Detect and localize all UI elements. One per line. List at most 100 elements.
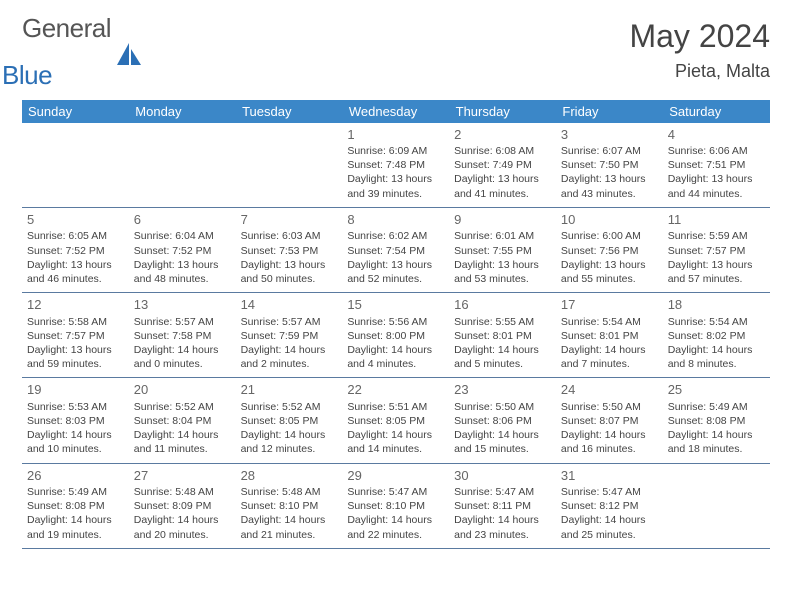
sunrise-line: Sunrise: 6:02 AM bbox=[347, 229, 444, 243]
sunset-line: Sunset: 8:08 PM bbox=[27, 499, 124, 513]
day-number: 25 bbox=[668, 381, 765, 399]
sunset-line: Sunset: 7:52 PM bbox=[27, 244, 124, 258]
sunset-line: Sunset: 8:02 PM bbox=[668, 329, 765, 343]
sunset-line: Sunset: 8:11 PM bbox=[454, 499, 551, 513]
daylight-line: Daylight: 13 hours and 55 minutes. bbox=[561, 258, 658, 286]
sunset-line: Sunset: 7:57 PM bbox=[668, 244, 765, 258]
sunset-line: Sunset: 8:04 PM bbox=[134, 414, 231, 428]
sunrise-line: Sunrise: 5:51 AM bbox=[347, 400, 444, 414]
calendar-week-row: 1Sunrise: 6:09 AMSunset: 7:48 PMDaylight… bbox=[22, 123, 770, 208]
calendar-day-cell bbox=[663, 463, 770, 548]
sunset-line: Sunset: 8:07 PM bbox=[561, 414, 658, 428]
calendar-day-cell: 24Sunrise: 5:50 AMSunset: 8:07 PMDayligh… bbox=[556, 378, 663, 463]
sunset-line: Sunset: 7:58 PM bbox=[134, 329, 231, 343]
day-number: 31 bbox=[561, 467, 658, 485]
sunrise-line: Sunrise: 6:03 AM bbox=[241, 229, 338, 243]
calendar-day-cell: 8Sunrise: 6:02 AMSunset: 7:54 PMDaylight… bbox=[342, 207, 449, 292]
calendar-week-row: 26Sunrise: 5:49 AMSunset: 8:08 PMDayligh… bbox=[22, 463, 770, 548]
day-number: 30 bbox=[454, 467, 551, 485]
sunrise-line: Sunrise: 5:49 AM bbox=[668, 400, 765, 414]
sunset-line: Sunset: 7:52 PM bbox=[134, 244, 231, 258]
sunset-line: Sunset: 7:56 PM bbox=[561, 244, 658, 258]
sunrise-line: Sunrise: 6:04 AM bbox=[134, 229, 231, 243]
calendar-day-cell: 27Sunrise: 5:48 AMSunset: 8:09 PMDayligh… bbox=[129, 463, 236, 548]
sunrise-line: Sunrise: 5:55 AM bbox=[454, 315, 551, 329]
sunset-line: Sunset: 8:08 PM bbox=[668, 414, 765, 428]
day-number: 21 bbox=[241, 381, 338, 399]
calendar-body: 1Sunrise: 6:09 AMSunset: 7:48 PMDaylight… bbox=[22, 123, 770, 549]
sunrise-line: Sunrise: 6:07 AM bbox=[561, 144, 658, 158]
location: Pieta, Malta bbox=[629, 61, 770, 82]
weekday-header: Tuesday bbox=[236, 100, 343, 123]
calendar-day-cell: 30Sunrise: 5:47 AMSunset: 8:11 PMDayligh… bbox=[449, 463, 556, 548]
daylight-line: Daylight: 13 hours and 46 minutes. bbox=[27, 258, 124, 286]
calendar-week-row: 12Sunrise: 5:58 AMSunset: 7:57 PMDayligh… bbox=[22, 293, 770, 378]
daylight-line: Daylight: 14 hours and 14 minutes. bbox=[347, 428, 444, 456]
day-number: 14 bbox=[241, 296, 338, 314]
day-number: 6 bbox=[134, 211, 231, 229]
daylight-line: Daylight: 14 hours and 18 minutes. bbox=[668, 428, 765, 456]
sunset-line: Sunset: 7:49 PM bbox=[454, 158, 551, 172]
sunset-line: Sunset: 8:10 PM bbox=[241, 499, 338, 513]
calendar-day-cell: 7Sunrise: 6:03 AMSunset: 7:53 PMDaylight… bbox=[236, 207, 343, 292]
sunset-line: Sunset: 7:50 PM bbox=[561, 158, 658, 172]
calendar-day-cell: 20Sunrise: 5:52 AMSunset: 8:04 PMDayligh… bbox=[129, 378, 236, 463]
sunrise-line: Sunrise: 5:52 AM bbox=[134, 400, 231, 414]
day-number: 7 bbox=[241, 211, 338, 229]
daylight-line: Daylight: 14 hours and 25 minutes. bbox=[561, 513, 658, 541]
sunset-line: Sunset: 8:03 PM bbox=[27, 414, 124, 428]
sunset-line: Sunset: 8:05 PM bbox=[347, 414, 444, 428]
calendar-day-cell: 28Sunrise: 5:48 AMSunset: 8:10 PMDayligh… bbox=[236, 463, 343, 548]
calendar-day-cell: 10Sunrise: 6:00 AMSunset: 7:56 PMDayligh… bbox=[556, 207, 663, 292]
sunset-line: Sunset: 7:48 PM bbox=[347, 158, 444, 172]
sunset-line: Sunset: 7:54 PM bbox=[347, 244, 444, 258]
daylight-line: Daylight: 13 hours and 53 minutes. bbox=[454, 258, 551, 286]
day-number: 29 bbox=[347, 467, 444, 485]
calendar-day-cell: 16Sunrise: 5:55 AMSunset: 8:01 PMDayligh… bbox=[449, 293, 556, 378]
sunrise-line: Sunrise: 6:06 AM bbox=[668, 144, 765, 158]
calendar-day-cell: 22Sunrise: 5:51 AMSunset: 8:05 PMDayligh… bbox=[342, 378, 449, 463]
daylight-line: Daylight: 13 hours and 52 minutes. bbox=[347, 258, 444, 286]
sunrise-line: Sunrise: 5:50 AM bbox=[454, 400, 551, 414]
daylight-line: Daylight: 14 hours and 15 minutes. bbox=[454, 428, 551, 456]
day-number: 1 bbox=[347, 126, 444, 144]
calendar-table: SundayMondayTuesdayWednesdayThursdayFrid… bbox=[22, 100, 770, 549]
day-number: 23 bbox=[454, 381, 551, 399]
calendar-day-cell: 21Sunrise: 5:52 AMSunset: 8:05 PMDayligh… bbox=[236, 378, 343, 463]
day-number: 4 bbox=[668, 126, 765, 144]
calendar-day-cell: 14Sunrise: 5:57 AMSunset: 7:59 PMDayligh… bbox=[236, 293, 343, 378]
sunrise-line: Sunrise: 5:49 AM bbox=[27, 485, 124, 499]
sunrise-line: Sunrise: 5:47 AM bbox=[347, 485, 444, 499]
sunset-line: Sunset: 7:51 PM bbox=[668, 158, 765, 172]
daylight-line: Daylight: 13 hours and 57 minutes. bbox=[668, 258, 765, 286]
day-number: 2 bbox=[454, 126, 551, 144]
calendar-header-row: SundayMondayTuesdayWednesdayThursdayFrid… bbox=[22, 100, 770, 123]
daylight-line: Daylight: 13 hours and 50 minutes. bbox=[241, 258, 338, 286]
calendar-day-cell: 6Sunrise: 6:04 AMSunset: 7:52 PMDaylight… bbox=[129, 207, 236, 292]
daylight-line: Daylight: 14 hours and 4 minutes. bbox=[347, 343, 444, 371]
daylight-line: Daylight: 14 hours and 8 minutes. bbox=[668, 343, 765, 371]
sunset-line: Sunset: 7:57 PM bbox=[27, 329, 124, 343]
day-number: 10 bbox=[561, 211, 658, 229]
daylight-line: Daylight: 14 hours and 22 minutes. bbox=[347, 513, 444, 541]
sunrise-line: Sunrise: 5:57 AM bbox=[134, 315, 231, 329]
daylight-line: Daylight: 13 hours and 48 minutes. bbox=[134, 258, 231, 286]
logo-text-blue: Blue bbox=[2, 65, 52, 86]
daylight-line: Daylight: 14 hours and 16 minutes. bbox=[561, 428, 658, 456]
day-number: 5 bbox=[27, 211, 124, 229]
day-number: 27 bbox=[134, 467, 231, 485]
daylight-line: Daylight: 14 hours and 21 minutes. bbox=[241, 513, 338, 541]
calendar-day-cell: 31Sunrise: 5:47 AMSunset: 8:12 PMDayligh… bbox=[556, 463, 663, 548]
sunrise-line: Sunrise: 6:00 AM bbox=[561, 229, 658, 243]
daylight-line: Daylight: 14 hours and 2 minutes. bbox=[241, 343, 338, 371]
daylight-line: Daylight: 14 hours and 19 minutes. bbox=[27, 513, 124, 541]
sunrise-line: Sunrise: 6:01 AM bbox=[454, 229, 551, 243]
sunrise-line: Sunrise: 5:58 AM bbox=[27, 315, 124, 329]
month-title: May 2024 bbox=[629, 18, 770, 55]
sunset-line: Sunset: 8:10 PM bbox=[347, 499, 444, 513]
sunset-line: Sunset: 8:01 PM bbox=[561, 329, 658, 343]
day-number: 9 bbox=[454, 211, 551, 229]
sunrise-line: Sunrise: 5:59 AM bbox=[668, 229, 765, 243]
sunset-line: Sunset: 7:59 PM bbox=[241, 329, 338, 343]
sunrise-line: Sunrise: 5:53 AM bbox=[27, 400, 124, 414]
